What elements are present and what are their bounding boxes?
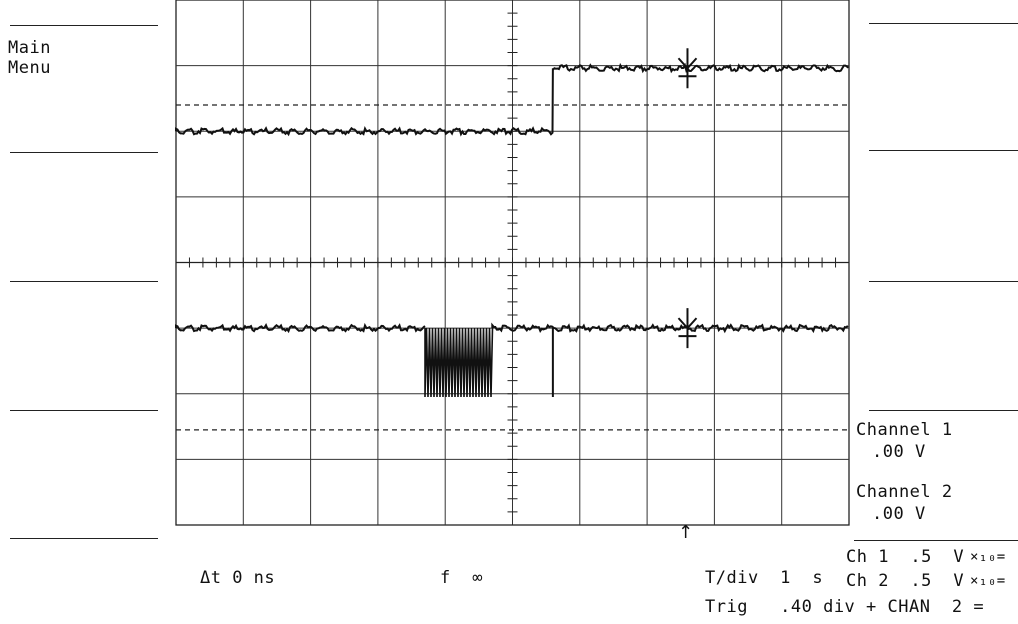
right-softkey-2[interactable] [869,153,1018,278]
delta-t-readout: Δt 0 ns [200,568,276,588]
channel-offset-softkey[interactable]: Channel 1 .00 V Channel 2 .00 V [854,418,1018,536]
right-softkey-divider [869,281,1018,282]
right-softkey-1[interactable] [869,26,1018,148]
ch1-probe-suffix: ×₁₀= [970,549,1006,565]
right-softkey-divider [869,150,1018,151]
left-softkey-2[interactable] [8,155,158,277]
main-menu-label-line1: Main [8,38,51,58]
frequency-readout: f ∞ [440,568,483,588]
left-softkey-divider [10,152,158,153]
marker-arm [686,57,698,69]
marker-arm [686,317,698,329]
channel1-cursor-marker [677,48,698,89]
left-softkey-divider [10,281,158,282]
right-softkey-divider [869,23,1018,24]
channel1-trace [175,62,849,137]
channel2-value: .00 V [872,504,926,524]
channel1-value: .00 V [872,442,926,462]
right-softkey-divider [869,410,1018,411]
center-ticks [175,0,850,526]
ch2-scale-readout: Ch 2 .5 V [846,571,965,591]
left-softkey-4[interactable] [8,413,158,535]
tdiv-readout: T/div 1 s [705,568,824,588]
traces [175,62,849,398]
left-softkey-divider [10,538,158,539]
channel2-cursor-marker [677,308,698,349]
trigger-readout: Trig .40 div + CHAN 2 = [705,597,985,617]
right-softkey-3[interactable] [869,284,1018,406]
left-softkey-3[interactable] [8,284,158,406]
ch1-scale-readout: Ch 1 .5 V [846,547,965,567]
main-menu-label-line2: Menu [8,58,51,78]
trigger-position-arrow-icon: ↑ [678,522,694,543]
reference-lines [176,104,849,431]
ch2-probe-suffix: ×₁₀= [970,573,1006,589]
channel2-trace [491,322,849,334]
channel2-burst [424,328,494,398]
markers [677,48,698,349]
left-softkey-divider [10,410,158,411]
left-softkey-divider [10,25,158,26]
marker-arm [677,317,689,329]
channel1-label: Channel 1 [856,420,953,440]
main-menu-softkey[interactable]: Main Menu [8,38,158,98]
channel2-label: Channel 2 [856,482,953,502]
right-softkey-divider [854,540,1018,541]
marker-arm [677,57,689,69]
channel2-trace [175,322,426,334]
